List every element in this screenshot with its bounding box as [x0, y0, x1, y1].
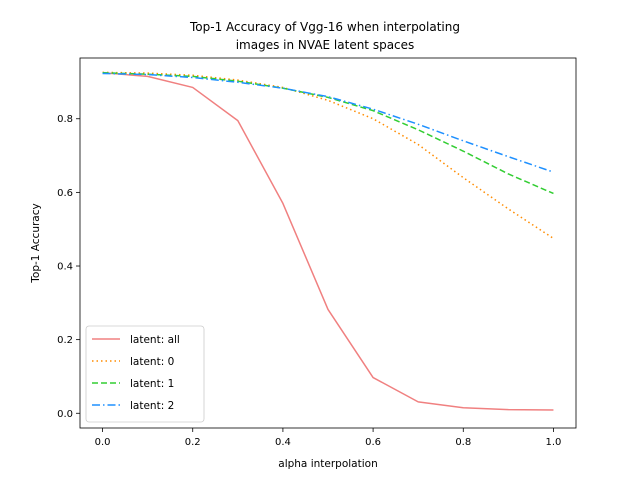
x-tick-label: 0.8 — [455, 437, 471, 448]
chart-title-line-2: images in NVAE latent spaces — [236, 38, 415, 52]
y-tick-label: 0.6 — [57, 188, 73, 199]
legend-label-1: latent: 0 — [130, 356, 174, 368]
x-tick-label: 0.2 — [185, 437, 201, 448]
y-tick-label: 0.0 — [57, 409, 73, 420]
chart-title-line-1: Top-1 Accuracy of Vgg-16 when interpolat… — [189, 20, 460, 34]
x-tick-label: 0.0 — [95, 437, 111, 448]
y-axis-label: Top-1 Accuracy — [30, 203, 42, 283]
series-line-0 — [102, 71, 554, 411]
series-line-2 — [102, 71, 554, 195]
x-axis-label: alpha interpolation — [278, 458, 377, 470]
legend-box — [85, 325, 205, 423]
legend-label-3: latent: 2 — [130, 400, 174, 412]
axes-frame — [79, 57, 577, 429]
y-tick-label: 0.2 — [57, 335, 73, 346]
x-tick-label: 1.0 — [546, 437, 562, 448]
y-tick-label: 0.4 — [57, 262, 73, 273]
plot-area: 0.0 0.2 0.4 0.6 0.8 1.0 0.0 0.2 0.4 0.6 0.8 latent:… — [57, 57, 577, 448]
x-tick-label: 0.6 — [365, 437, 381, 448]
legend-label-0: latent: all — [130, 334, 180, 346]
y-tick-label: 0.8 — [57, 114, 73, 125]
x-tick-label: 0.4 — [275, 437, 291, 448]
legend-label-2: latent: 1 — [130, 378, 174, 390]
